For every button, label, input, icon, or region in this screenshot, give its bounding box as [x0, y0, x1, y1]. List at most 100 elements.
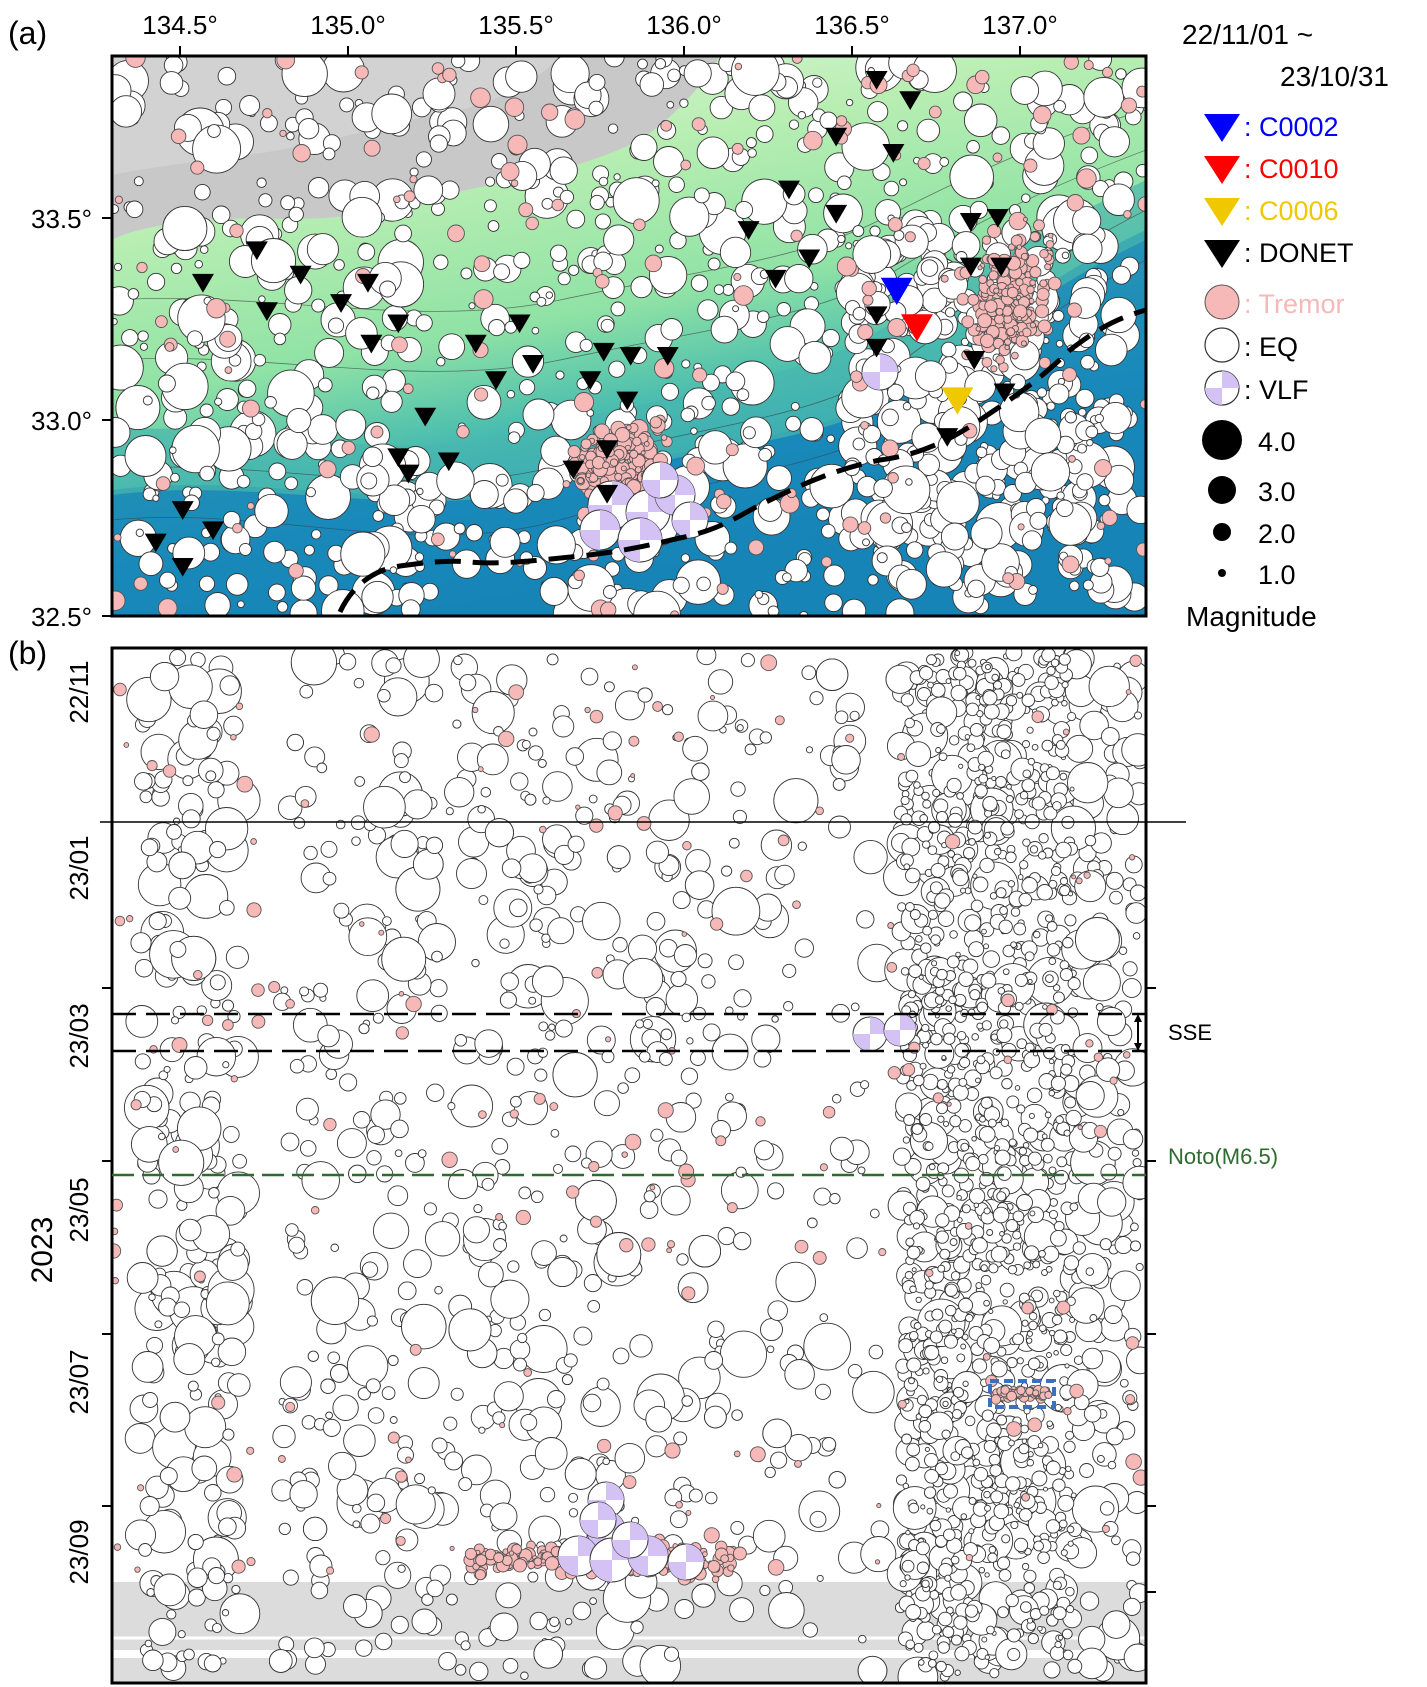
tremor-event: [649, 1184, 656, 1191]
eq-event: [330, 1364, 349, 1383]
eq-event: [931, 1308, 944, 1321]
eq-event: [930, 934, 941, 945]
eq-event: [742, 426, 756, 440]
eq-event: [378, 484, 411, 516]
eq-event: [311, 529, 322, 540]
legend-vlf-label: : VLF: [1244, 375, 1309, 405]
eq-event: [949, 735, 960, 746]
eq-event: [131, 1351, 164, 1383]
eq-event: [989, 1668, 1000, 1679]
eq-event: [199, 465, 215, 482]
eq-event: [1045, 1460, 1061, 1476]
eq-event: [1066, 1525, 1075, 1534]
eq-event: [1013, 1501, 1020, 1509]
tremor-event: [292, 144, 311, 163]
eq-event: [650, 1128, 664, 1142]
tremor-event: [861, 280, 877, 297]
eq-event: [913, 1322, 922, 1330]
eq-event: [961, 1446, 974, 1459]
eq-event: [931, 960, 938, 967]
tremor-event: [230, 733, 237, 741]
eq-event: [904, 1271, 914, 1280]
eq-event: [225, 573, 249, 596]
donet-station-marker: [397, 464, 420, 484]
eq-event: [158, 1070, 169, 1081]
eq-event: [317, 377, 333, 393]
lat-tick-label: 32.5°: [31, 602, 92, 632]
tremor-event: [740, 869, 753, 883]
eq-event: [335, 409, 367, 441]
tremor-event: [1075, 877, 1083, 885]
eq-event: [732, 1231, 752, 1251]
eq-event: [612, 1347, 630, 1365]
eq-event: [1058, 1519, 1068, 1529]
eq-event: [412, 848, 444, 880]
donet-station-marker: [825, 127, 848, 147]
eq-event: [953, 1615, 968, 1630]
eq-event: [322, 147, 336, 161]
eq-event: [1010, 907, 1021, 917]
eq-event: [113, 262, 123, 272]
tremor-event: [819, 1163, 828, 1172]
eq-event: [1016, 1194, 1033, 1211]
eq-event: [916, 118, 941, 143]
eq-event: [471, 691, 515, 735]
eq-event: [883, 180, 900, 197]
eq-event: [1043, 1661, 1061, 1679]
eq-event: [554, 844, 575, 865]
eq-event: [974, 784, 988, 798]
eq-event: [962, 1380, 969, 1387]
tremor-event: [727, 1564, 735, 1572]
tremor-event: [1104, 557, 1112, 565]
eq-event: [919, 1062, 927, 1070]
eq-event: [1079, 1463, 1095, 1478]
eq-event: [704, 1491, 718, 1505]
eq-event: [603, 681, 615, 693]
eq-event: [696, 648, 717, 666]
eq-event: [828, 1471, 846, 1489]
eq-event: [311, 298, 326, 313]
tremor-event: [473, 289, 494, 310]
eq-event: [1037, 851, 1047, 860]
eq-event: [1083, 1405, 1102, 1423]
eq-event: [904, 1574, 911, 1581]
eq-event: [612, 177, 660, 225]
eq-event: [978, 1126, 996, 1143]
eq-event: [659, 1052, 673, 1066]
eq-event: [490, 1279, 530, 1319]
tremor-event: [992, 152, 1003, 163]
tremor-event: [403, 190, 416, 203]
eq-event: [1001, 1534, 1011, 1544]
tremor-event: [1061, 555, 1080, 574]
eq-event: [480, 786, 492, 798]
eq-event: [513, 251, 531, 269]
donet-station-marker: [899, 91, 922, 110]
eq-event: [857, 1166, 866, 1175]
eq-event: [997, 1556, 1011, 1570]
tremor-event: [715, 1135, 727, 1147]
donet-station-marker: [255, 302, 278, 322]
eq-event: [902, 1482, 909, 1490]
eq-event: [954, 1669, 961, 1676]
tremor-event: [1125, 1453, 1142, 1470]
eq-event: [747, 148, 757, 158]
eq-event: [1002, 944, 1016, 958]
eq-event: [568, 264, 580, 276]
eq-event: [771, 1015, 779, 1023]
eq-event: [1005, 1219, 1019, 1233]
nankai-trough-line: [337, 307, 1146, 614]
eq-event: [764, 1466, 776, 1479]
tremor-event: [1015, 278, 1024, 287]
sse-window: SSE: [112, 1012, 1212, 1053]
eq-event: [301, 1415, 316, 1430]
eq-event: [906, 1442, 921, 1457]
eq-event: [790, 401, 800, 411]
eq-event: [232, 1153, 247, 1169]
eq-event: [146, 1336, 164, 1354]
eq-event: [387, 1185, 409, 1207]
tremor-event: [632, 436, 642, 447]
tremor-event: [956, 292, 970, 306]
eq-event: [964, 914, 982, 932]
eq-event: [198, 575, 216, 592]
eq-event: [601, 1050, 615, 1064]
